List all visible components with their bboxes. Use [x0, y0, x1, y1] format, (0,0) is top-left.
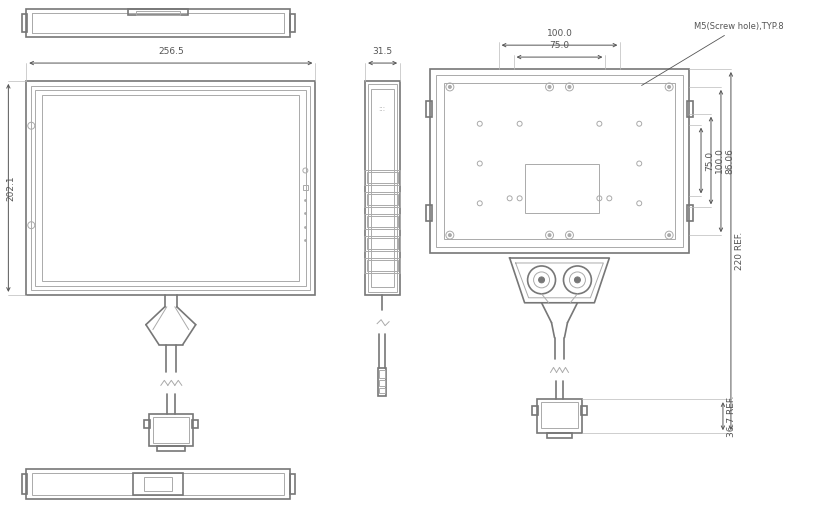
- Text: M5(Screw hole),TYP.8: M5(Screw hole),TYP.8: [642, 22, 783, 85]
- Bar: [136, 11, 179, 15]
- Bar: [687, 101, 693, 117]
- Bar: [364, 171, 400, 186]
- Bar: [26, 81, 315, 295]
- Circle shape: [667, 233, 671, 237]
- Bar: [26, 469, 291, 499]
- Bar: [537, 399, 583, 433]
- Bar: [157, 446, 185, 451]
- Bar: [371, 89, 394, 287]
- Bar: [32, 473, 285, 495]
- Bar: [42, 95, 300, 281]
- Text: :::: :::: [379, 106, 386, 112]
- Bar: [532, 406, 537, 415]
- Circle shape: [667, 85, 671, 88]
- Text: 202.1: 202.1: [7, 175, 16, 201]
- Bar: [291, 15, 295, 32]
- Bar: [22, 15, 27, 32]
- Circle shape: [574, 277, 580, 283]
- Bar: [364, 258, 400, 273]
- Bar: [364, 236, 400, 251]
- Bar: [379, 380, 385, 386]
- Bar: [436, 75, 683, 247]
- Circle shape: [568, 85, 571, 88]
- Bar: [426, 205, 432, 221]
- Text: 36.7 REF.: 36.7 REF.: [727, 396, 736, 437]
- Bar: [31, 86, 310, 290]
- Circle shape: [449, 233, 451, 237]
- Text: 100.0: 100.0: [546, 29, 573, 38]
- Circle shape: [548, 85, 551, 88]
- Bar: [128, 9, 188, 15]
- Bar: [378, 368, 386, 396]
- Bar: [368, 84, 397, 292]
- Bar: [367, 194, 398, 205]
- Bar: [367, 260, 398, 271]
- Bar: [430, 69, 689, 253]
- Bar: [35, 90, 306, 286]
- Text: 100.0: 100.0: [715, 148, 724, 174]
- Circle shape: [548, 233, 551, 237]
- Text: 220 REF.: 220 REF.: [735, 232, 744, 270]
- Bar: [32, 14, 285, 33]
- Bar: [379, 370, 385, 379]
- Bar: [524, 163, 599, 213]
- Text: 31.5: 31.5: [373, 47, 393, 56]
- Circle shape: [449, 85, 451, 88]
- Bar: [144, 420, 150, 428]
- Text: 75.0: 75.0: [705, 150, 714, 171]
- Bar: [153, 417, 188, 443]
- Circle shape: [538, 277, 545, 283]
- Bar: [581, 406, 588, 415]
- Circle shape: [568, 233, 571, 237]
- Bar: [192, 420, 198, 428]
- Bar: [379, 388, 385, 393]
- Bar: [426, 101, 432, 117]
- Bar: [22, 474, 27, 494]
- Text: 256.5: 256.5: [158, 47, 184, 56]
- Bar: [365, 81, 400, 295]
- Text: 75.0: 75.0: [550, 41, 570, 50]
- Text: 86.06: 86.06: [725, 148, 734, 174]
- Bar: [26, 9, 291, 37]
- Bar: [144, 477, 172, 491]
- Bar: [546, 433, 573, 438]
- Bar: [541, 402, 579, 428]
- Bar: [367, 216, 398, 227]
- Bar: [444, 83, 675, 239]
- Bar: [149, 414, 193, 446]
- Bar: [364, 214, 400, 229]
- Bar: [367, 238, 398, 249]
- Bar: [304, 186, 309, 190]
- Bar: [687, 205, 693, 221]
- Bar: [364, 192, 400, 207]
- Bar: [133, 473, 183, 495]
- Bar: [291, 474, 295, 494]
- Bar: [367, 173, 398, 184]
